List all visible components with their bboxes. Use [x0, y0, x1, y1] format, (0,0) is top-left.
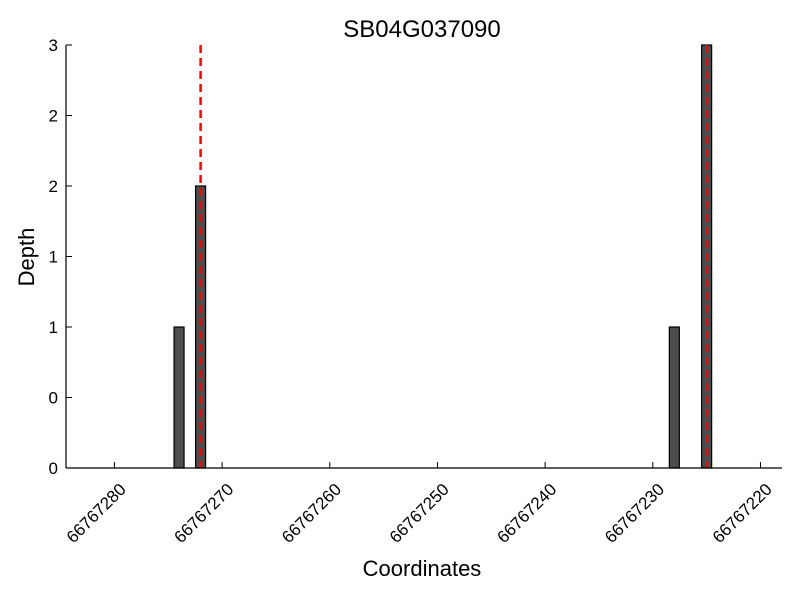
- x-ticks-group: 66767280 66767270 66767260 66767250 66767240…: [63, 462, 776, 547]
- x-axis-label: Coordinates: [363, 556, 482, 581]
- x-tick-label-3: 66767250: [386, 480, 453, 547]
- x-tick-label-4: 66767240: [494, 480, 561, 547]
- x-tick-label-1: 66767270: [171, 480, 238, 547]
- y-tick-label-6: 3: [49, 36, 58, 55]
- y-tick-label-4: 2: [49, 177, 58, 196]
- x-tick-label-2: 66767260: [278, 480, 345, 547]
- y-tick-label-1: 0: [49, 389, 58, 408]
- bars-group: [173, 44, 713, 469]
- x-tick-label-5: 66767230: [601, 480, 668, 547]
- y-tick-label-5: 2: [49, 107, 58, 126]
- y-axis-label: Depth: [14, 228, 39, 287]
- bar-2: [668, 326, 680, 469]
- y-tick-label-2: 1: [49, 318, 58, 337]
- y-tick-label-3: 1: [49, 248, 58, 267]
- x-tick-label-0: 66767280: [63, 480, 130, 547]
- y-ticks-group: 0 0 1 1 2 2 3: [49, 36, 72, 478]
- x-tick-label-6: 66767220: [709, 480, 776, 547]
- chart-title: SB04G037090: [343, 16, 500, 43]
- bar-0: [173, 326, 185, 469]
- markers-group: [199, 45, 708, 468]
- y-tick-label-0: 0: [49, 459, 58, 478]
